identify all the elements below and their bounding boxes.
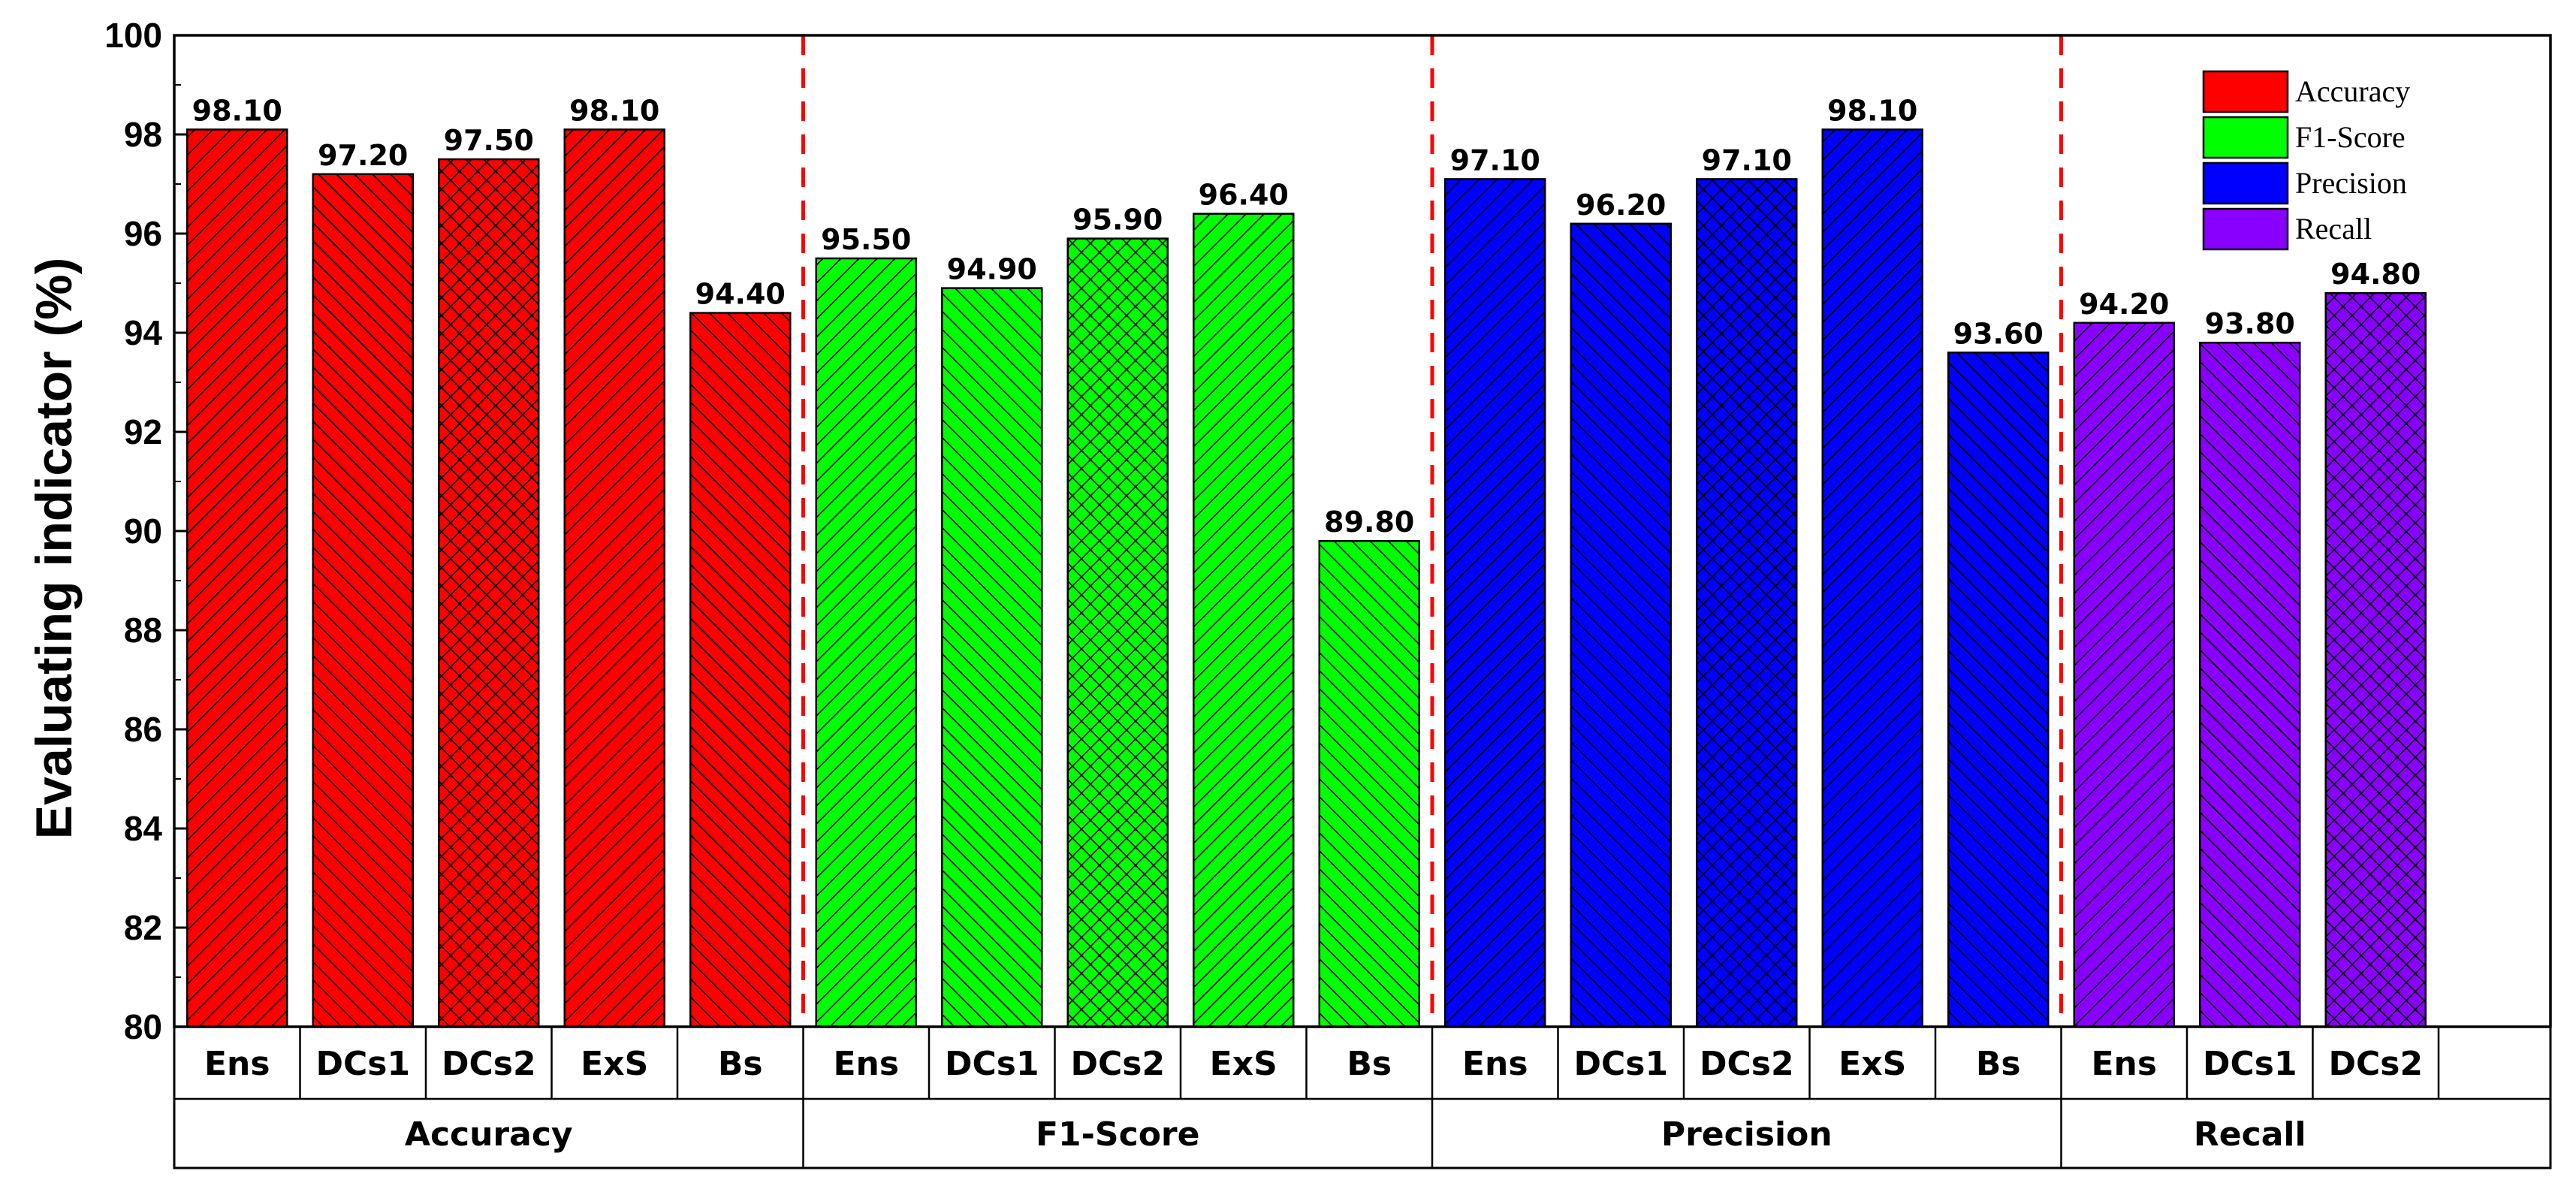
- data-label: 97.10: [1702, 143, 1792, 177]
- data-label: 98.10: [1827, 94, 1917, 127]
- y-tick-label: 94: [124, 313, 163, 352]
- x-category-label: DCs2: [442, 1045, 536, 1083]
- x-category-label: DCs2: [2328, 1045, 2423, 1083]
- bar-accuracy-exs: [563, 128, 665, 1028]
- bar-accuracy-dcs1: [312, 173, 414, 1028]
- x-category-label: Ens: [2091, 1045, 2157, 1083]
- x-category-label: Bs: [1347, 1045, 1392, 1083]
- data-label: 95.50: [821, 223, 911, 256]
- x-group-label: Precision: [1661, 1115, 1832, 1154]
- legend-label: F1-Score: [2295, 120, 2406, 154]
- legend: Accuracy F1-Score Precision Recall: [2202, 70, 2410, 251]
- data-label: 94.20: [2079, 288, 2169, 321]
- bar-precision-bs: [1947, 352, 2050, 1028]
- y-tick-label: 84: [124, 809, 163, 848]
- x-category-label: ExS: [1210, 1045, 1277, 1083]
- x-category-label: ExS: [581, 1045, 648, 1083]
- bar-precision-exs: [1821, 128, 1923, 1028]
- bar-accuracy-bs: [689, 312, 792, 1028]
- bar-f1-score-bs: [1318, 539, 1420, 1028]
- data-label: 94.90: [947, 253, 1037, 286]
- bar-precision-dcs2: [1696, 178, 1798, 1028]
- x-category-label: Ens: [204, 1045, 270, 1083]
- data-label: 96.20: [1576, 189, 1666, 222]
- bar-f1-score-ens: [815, 257, 917, 1028]
- y-tick-label: 86: [124, 710, 162, 749]
- data-label: 98.10: [569, 94, 659, 127]
- bars: 98.10 97.20 97.50 98.10 94.40 95.50 94.90 95.90…: [186, 35, 2427, 1028]
- data-label: 93.80: [2205, 307, 2295, 340]
- legend-label: Precision: [2295, 166, 2407, 200]
- x-category-label: DCs2: [1700, 1045, 1794, 1083]
- x-axis-table: Ens DCs1 DCs2 ExS Bs Accuracy Ens DCs1 DCs2 ExS Bs…: [173, 1025, 2552, 1169]
- data-label: 97.50: [444, 124, 534, 157]
- y-tick-label: 80: [124, 1007, 162, 1046]
- bar-f1-score-dcs1: [941, 287, 1043, 1028]
- data-label: 96.40: [1199, 179, 1289, 212]
- y-tick-label: 92: [124, 412, 162, 451]
- y-axis-title: Evaluating indicator (%): [26, 258, 83, 840]
- x-category-label: DCs1: [315, 1045, 410, 1083]
- legend-swatch-accuracy: [2202, 70, 2289, 113]
- y-tick-label: 96: [124, 214, 162, 253]
- y-tick-label: 82: [124, 908, 162, 947]
- bar-f1-score-exs: [1193, 213, 1295, 1028]
- x-group-label: F1-Score: [1036, 1115, 1199, 1154]
- legend-swatch-precision: [2202, 161, 2289, 205]
- data-label: 98.10: [192, 94, 282, 127]
- bar-precision-dcs1: [1570, 222, 1672, 1028]
- data-label: 97.10: [1450, 143, 1540, 177]
- y-tick-label: 88: [124, 611, 162, 650]
- x-group-label: Recall: [2194, 1115, 2306, 1154]
- y-tick-label: 98: [124, 115, 162, 154]
- x-category-label: Ens: [833, 1045, 899, 1083]
- bar-recall-dcs2: [2324, 291, 2427, 1028]
- data-label: 97.20: [318, 139, 408, 172]
- bar-accuracy-dcs2: [438, 158, 540, 1028]
- y-axis: 80 82 84 86 88 90 92 94 96 98 100: [104, 16, 186, 1046]
- legend-swatch-recall: [2202, 207, 2289, 251]
- legend-label: Recall: [2295, 212, 2372, 246]
- y-tick-label: 100: [104, 16, 162, 55]
- bar-accuracy-ens: [186, 128, 288, 1028]
- x-category-label: DCs1: [1573, 1045, 1668, 1083]
- legend-swatch-f1-score: [2202, 116, 2289, 159]
- bar-precision-ens: [1444, 178, 1546, 1028]
- x-category-label: ExS: [1838, 1045, 1906, 1083]
- data-label: 93.60: [1953, 317, 2044, 350]
- data-label: 94.40: [695, 278, 786, 311]
- x-category-label: DCs1: [945, 1045, 1039, 1083]
- bar-recall-dcs1: [2199, 341, 2301, 1028]
- x-category-label: Bs: [1976, 1045, 2021, 1083]
- x-category-label: Bs: [718, 1045, 763, 1083]
- bar-recall-ens: [2073, 321, 2175, 1028]
- x-category-label: DCs1: [2203, 1045, 2297, 1083]
- y-tick-label: 90: [124, 512, 162, 551]
- table-border: [173, 1025, 2552, 1169]
- data-label: 94.80: [2330, 258, 2421, 291]
- bar-f1-score-dcs2: [1066, 237, 1169, 1028]
- x-category-label: Ens: [1462, 1045, 1528, 1083]
- x-group-label: Accuracy: [405, 1115, 573, 1154]
- x-category-label: DCs2: [1070, 1045, 1165, 1083]
- data-label: 89.80: [1324, 505, 1414, 539]
- legend-label: Accuracy: [2295, 74, 2410, 108]
- data-label: 95.90: [1072, 204, 1163, 237]
